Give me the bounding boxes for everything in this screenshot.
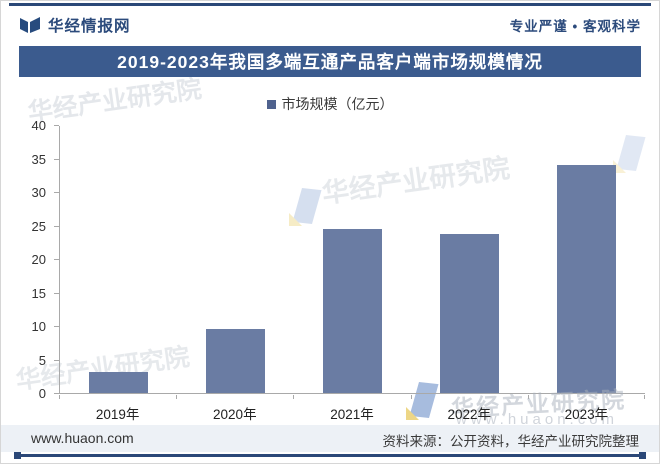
bar-slot [528,126,645,393]
bar-2019年 [89,372,148,393]
x-tick-label: 2022年 [447,407,491,422]
y-tick-label: 40 [31,118,46,133]
y-tick-label: 10 [31,319,46,334]
bottom-rule [14,452,646,459]
header: 华经情报网 专业严谨 • 客观科学 [19,6,641,44]
y-axis: 0 5 10 15 20 25 30 35 40 [1,118,59,401]
y-tick-mark [54,125,59,126]
x-axis-ticks [59,395,645,400]
legend-label: 市场规模（亿元） [281,96,394,112]
huajing-logo-icon [20,16,40,33]
footer-site-url: www.huaon.com [31,430,134,446]
watermark-site: www.huaon.com [456,411,619,428]
x-axis-labels: 2019年 2020年 2021年 2022年 2023年 [59,403,645,423]
brand-name: 华经情报网 [48,18,131,35]
y-tick-label: 35 [31,151,46,167]
page-title: 2019-2023年我国多端互通产品客户端市场规模情况 [117,52,543,72]
bar-slot [411,126,528,393]
y-tick-mark [54,158,59,160]
y-tick-mark [54,192,59,193]
bar-2020年 [206,329,265,393]
brand: 华经情报网 [19,14,131,36]
footer-source-note: 资料来源：公开资料，华经产业研究院整理 [382,434,640,449]
y-tick-mark [54,292,59,294]
top-rule [9,3,651,6]
y-tick-label: 30 [31,185,46,200]
x-tick-mark [410,395,412,399]
bar-slot [177,126,294,393]
title-banner: 2019-2023年我国多端互通产品客户端市场规模情况 [19,46,641,77]
y-tick-mark [54,225,59,227]
x-tick-label: 2021年 [330,407,374,422]
plot-area [59,126,645,394]
x-tick-mark [644,395,645,399]
rule-endcap [14,452,21,459]
y-tick-mark [54,393,59,394]
y-tick-mark [54,326,59,327]
x-tick-mark [176,395,178,399]
y-tick-mark [54,359,59,361]
legend-marker [266,99,276,109]
footer-band [1,425,659,452]
y-tick-label: 5 [38,352,46,368]
header-slogan: 专业严谨 • 客观科学 [509,19,641,34]
y-tick-mark [54,259,59,260]
chart-legend: 市场规模（亿元） [1,94,659,114]
y-tick-label: 20 [31,252,46,267]
x-tick-mark [293,395,295,399]
rule-endcap [639,452,646,459]
x-tick-label: 2020年 [213,407,257,422]
x-tick-mark [527,395,529,399]
y-tick-label: 25 [31,218,46,234]
y-tick-label: 15 [31,285,46,301]
bar-slot [60,126,177,393]
bar-2023年 [557,165,616,393]
bar-2021年 [323,228,382,393]
bar-slot [294,126,411,393]
x-tick-label: 2023年 [564,407,609,422]
bar-2022年 [440,233,499,393]
x-tick-mark [59,395,60,399]
x-tick-label: 2019年 [95,407,140,422]
y-tick-label: 0 [38,386,46,401]
